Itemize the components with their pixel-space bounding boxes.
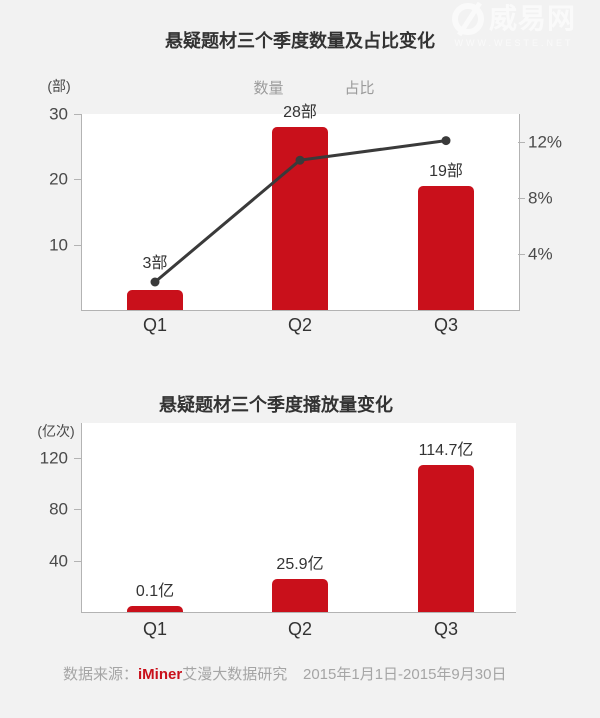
- chart2-title: 悬疑题材三个季度播放量变化: [159, 395, 393, 415]
- y-axis-tick-label: 30: [49, 104, 68, 124]
- source-prefix: 数据来源：: [63, 666, 139, 683]
- chart2-y-axis-unit: (亿次): [37, 423, 75, 439]
- x-axis-label-q1: Q1: [142, 619, 167, 639]
- y-axis-tick-mark: [74, 244, 81, 246]
- legend-item-proportion: 占比: [330, 81, 375, 96]
- weste-c-logo-icon: [451, 1, 484, 37]
- dot-swatch-icon: [330, 85, 338, 93]
- data-label-q3: 19部: [429, 162, 463, 180]
- chart1-title: 悬疑题材三个季度数量及占比变化: [165, 31, 435, 51]
- data-label-q1: 0.1亿: [135, 583, 175, 600]
- y-axis-tick-mark: [74, 509, 81, 511]
- x-axis-label-q3: Q3: [433, 315, 458, 335]
- date-range: 2015年1月1日-2015年9月30日: [303, 666, 507, 683]
- data-label-q1: 3部: [142, 255, 168, 272]
- y-axis-tick-label: 10: [49, 235, 68, 255]
- y-axis-tick-mark: [518, 254, 525, 255]
- y-axis-tick-label: 80: [49, 499, 68, 519]
- bar-q2: [272, 127, 328, 310]
- watermark-sitename: 威易网: [488, 3, 576, 34]
- x-axis-label-q2: Q2: [287, 315, 312, 335]
- y-axis-tick-mark: [518, 198, 525, 199]
- y-axis-tick-mark: [518, 142, 525, 143]
- bar-q3: [418, 464, 474, 612]
- bar-q1: [127, 606, 183, 612]
- x-axis-label-q2: Q2: [287, 619, 312, 639]
- y-axis-tick-mark: [74, 179, 81, 181]
- y-axis-tick-label: 8%: [528, 188, 553, 208]
- y-axis-tick-mark: [74, 560, 81, 562]
- x-axis-label-q3: Q3: [433, 619, 458, 639]
- data-source-credit: 数据来源：iMiner艾漫大数据研究: [63, 666, 287, 684]
- y-axis-tick-label: 120: [39, 448, 68, 468]
- source-brand: iMiner: [138, 666, 183, 683]
- legend-label-proportion: 占比: [344, 80, 375, 97]
- y-axis-tick-label: 4%: [528, 244, 553, 264]
- y-axis-tick-mark: [74, 457, 81, 459]
- bar-swatch-icon: [225, 85, 246, 92]
- watermark: 威易网 WWW.WESTE.NET: [434, 1, 594, 48]
- bar-q1: [127, 290, 183, 310]
- x-axis-label-q1: Q1: [142, 315, 167, 335]
- y-axis-tick-label: 12%: [528, 132, 563, 152]
- y-axis-tick-label: 40: [49, 551, 68, 571]
- chart1-y-axis-unit: (部): [47, 78, 71, 94]
- data-label-q2: 28部: [283, 104, 317, 122]
- watermark-url: WWW.WESTE.NET: [454, 38, 574, 48]
- data-label-q2: 25.9亿: [276, 555, 324, 573]
- legend-item-quantity: 数量: [225, 81, 283, 96]
- y-axis-tick-label: 20: [49, 169, 68, 189]
- bar-q3: [418, 185, 474, 310]
- chart1-legend: 数量 占比: [0, 81, 600, 96]
- source-suffix: 艾漫大数据研究: [182, 666, 288, 683]
- bar-q2: [272, 578, 328, 612]
- data-label-q3: 114.7亿: [418, 441, 474, 459]
- y-axis-tick-mark: [74, 114, 81, 115]
- legend-label-quantity: 数量: [253, 80, 284, 97]
